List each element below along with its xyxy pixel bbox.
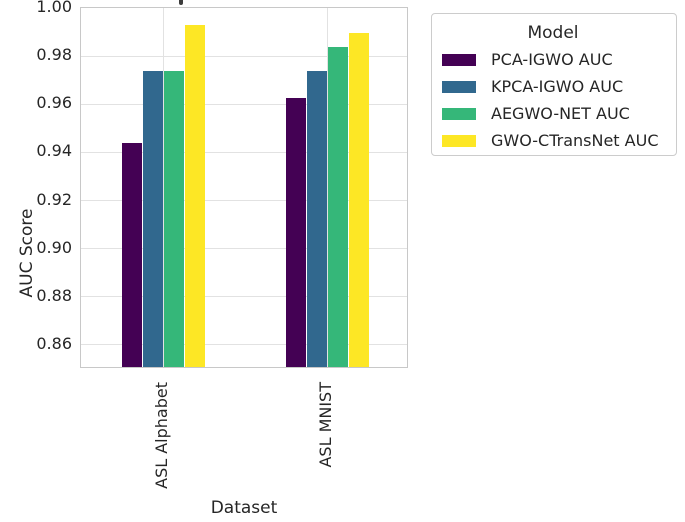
bar-asl-mnist-kpca-igwo-auc	[306, 71, 327, 367]
plot-area	[80, 7, 408, 368]
legend-entry-label: PCA-IGWO AUC	[491, 50, 613, 69]
y-tick-label: 0.98	[36, 45, 72, 65]
y-tick-label: 0.86	[36, 333, 72, 353]
x-tick-label-asl-mnist: ASL MNIST	[316, 382, 335, 468]
gridline-horizontal	[81, 248, 407, 250]
gridline-horizontal	[81, 344, 407, 346]
legend-entries: PCA-IGWO AUC KPCA-IGWO AUC AEGWO-NET AUC GW…	[442, 46, 664, 154]
bar-asl-mnist-pca-igwo-auc	[285, 97, 306, 367]
gridline-vertical	[326, 8, 328, 367]
legend-entry: PCA-IGWO AUC	[442, 46, 664, 73]
x-tick-label-asl-alphabet: ASL Alphabet	[152, 382, 171, 489]
bar-asl-alphabet-pca-igwo-auc	[121, 143, 142, 367]
gridline-vertical	[162, 8, 164, 367]
legend-swatch-icon	[442, 80, 476, 93]
legend-entry: KPCA-IGWO AUC	[442, 73, 664, 100]
bar-asl-alphabet-gwo-ctransnet-auc	[184, 25, 205, 367]
y-tick-label: 0.94	[36, 141, 72, 161]
y-tick-label: 0.96	[36, 93, 72, 113]
legend-swatch-icon	[442, 107, 476, 120]
bar-asl-alphabet-aegwo-net-auc	[163, 71, 184, 367]
bar-asl-mnist-aegwo-net-auc	[327, 46, 348, 367]
legend-entry-label: AEGWO-NET AUC	[491, 104, 630, 123]
legend-swatch-icon	[442, 134, 476, 147]
bar-asl-alphabet-kpca-igwo-auc	[142, 71, 163, 367]
y-tick-label: 1.00	[36, 0, 72, 16]
legend: Model PCA-IGWO AUC KPCA-IGWO AUC AEGWO-NET…	[431, 13, 677, 156]
bar-asl-mnist-gwo-ctransnet-auc	[348, 32, 369, 367]
y-tick-label: 0.88	[36, 285, 72, 305]
x-axis-label: Dataset	[210, 498, 278, 518]
y-tick-label: 0.92	[36, 189, 72, 209]
y-tick-label: 0.90	[36, 237, 72, 257]
legend-entry: AEGWO-NET AUC	[442, 100, 664, 127]
gridline-horizontal	[81, 200, 407, 202]
gridline-horizontal	[81, 55, 407, 57]
cropped-title-descender-artifact	[179, 0, 183, 5]
legend-entry: GWO-CTransNet AUC	[442, 127, 664, 154]
gridline-horizontal	[81, 151, 407, 153]
legend-entry-label: GWO-CTransNet AUC	[491, 131, 659, 150]
legend-swatch-icon	[442, 53, 476, 66]
legend-entry-label: KPCA-IGWO AUC	[491, 77, 624, 96]
legend-title: Model	[527, 23, 579, 43]
gridline-horizontal	[81, 103, 407, 105]
gridline-horizontal	[81, 296, 407, 298]
